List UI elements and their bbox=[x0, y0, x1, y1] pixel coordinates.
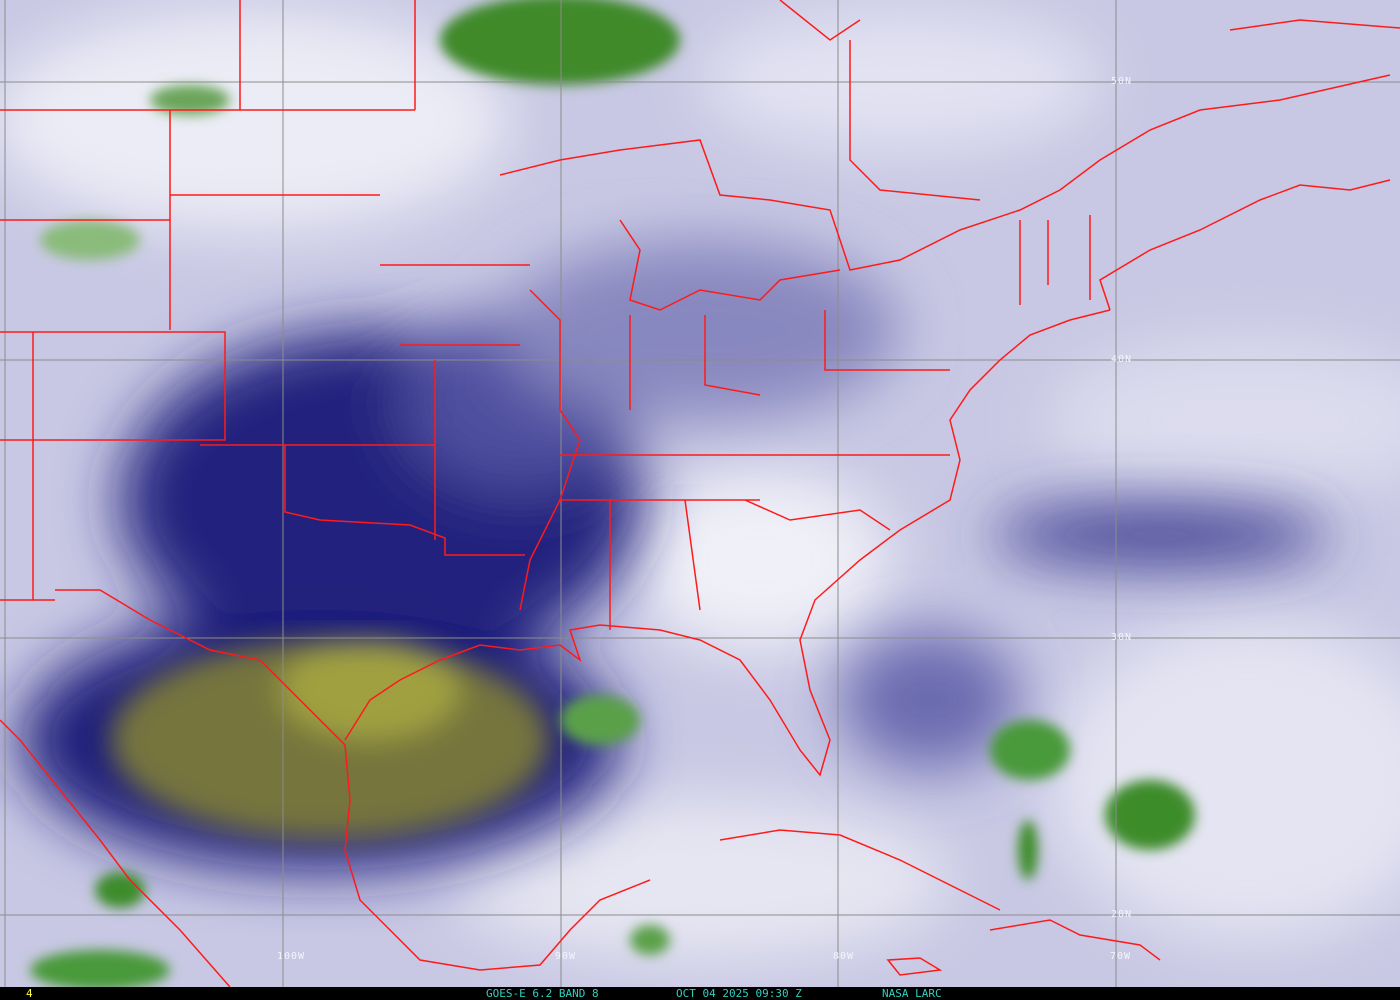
northern-borders bbox=[779, 0, 1400, 201]
lat-label-50n: 50N bbox=[1111, 76, 1133, 87]
very-dry-olive-region bbox=[110, 640, 550, 840]
frame-number: 4 bbox=[26, 987, 33, 1000]
hispaniola bbox=[989, 919, 1161, 961]
satellite-band: GOES-E 6.2 BAND 8 bbox=[486, 987, 599, 1000]
lat-label-30n: 30N bbox=[1111, 632, 1133, 643]
us-state-borders bbox=[519, 215, 1091, 630]
caption-bar: 4 GOES-E 6.2 BAND 8 OCT 04 2025 09:30 Z … bbox=[0, 987, 1400, 1000]
cloud-green-regions bbox=[30, 0, 1195, 987]
lon-label-80w: 80W bbox=[833, 951, 855, 962]
us-canada-border-and-great-lakes bbox=[499, 74, 1391, 271]
lon-label-100w: 100W bbox=[277, 951, 306, 962]
rio-grande-and-gulf-coast-mexico bbox=[55, 589, 651, 971]
image-datetime: OCT 04 2025 09:30 Z bbox=[676, 987, 802, 1000]
us-gulf-and-atlantic-coast bbox=[344, 309, 1111, 777]
mexico-pacific-coast bbox=[0, 719, 231, 987]
lat-label-40n: 40N bbox=[1111, 354, 1133, 365]
lon-label-70w: 70W bbox=[1110, 951, 1132, 962]
lat-label-20n: 20N bbox=[1111, 909, 1133, 920]
cuba bbox=[719, 829, 1001, 911]
image-source: NASA LARC bbox=[882, 987, 942, 1000]
moist-white-regions bbox=[0, 10, 1400, 960]
jamaica bbox=[886, 957, 943, 976]
lon-label-90w: 90W bbox=[555, 951, 577, 962]
great-lakes-shores bbox=[619, 219, 841, 311]
canada-maritimes-coast bbox=[1099, 179, 1391, 311]
